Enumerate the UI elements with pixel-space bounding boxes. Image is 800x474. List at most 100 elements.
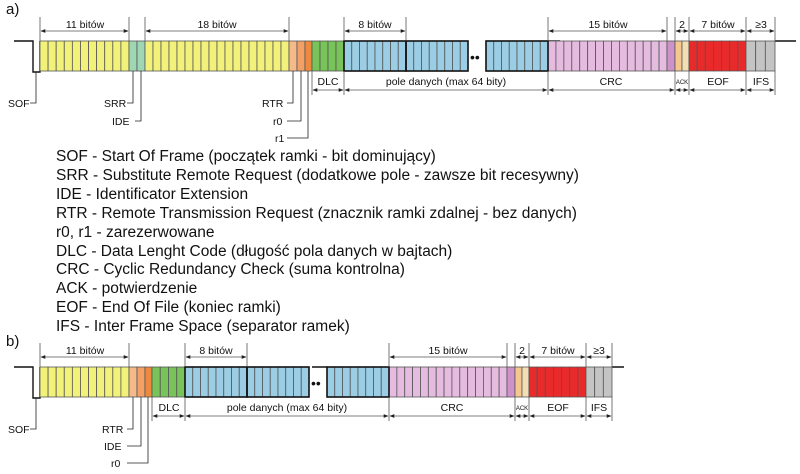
panel-a-top-label-ack: 2 — [679, 19, 685, 31]
panel-a-crc-field — [547, 40, 668, 72]
panel-a-data-field — [343, 40, 549, 72]
panel-b-top-label-ifs: ≥3 — [593, 345, 605, 357]
panel-b-field-label-ack: ACK — [516, 406, 528, 412]
panel-b-top-label-ack: 2 — [519, 345, 525, 357]
panel-b-dlc-bit — [168, 366, 178, 398]
panel-a-crc-bit — [547, 40, 557, 72]
panel-b-eof-bit — [577, 366, 587, 398]
panel-a-identifier-bit — [55, 40, 65, 72]
panel-a-top-label-crc: 15 bitów — [588, 19, 628, 31]
panel-a-pointer-r1: r1 — [275, 133, 284, 145]
panel-a-data-byte-2-bit — [459, 40, 469, 72]
panel-a-data-byte-1-bit — [359, 40, 368, 72]
panel-a-dimensions-bottom — [311, 71, 776, 95]
panel-b-crc-bit — [412, 366, 421, 398]
panel-a-ext-identifier-bit — [240, 40, 250, 72]
panel-b-crc-bit — [451, 366, 461, 398]
panel-a-data-byte-2-bit — [428, 40, 438, 72]
panel-a-eof-bit — [688, 40, 698, 72]
panel-a-field-label-dlc: DLC — [317, 76, 338, 88]
panel-a-field-label-ifs: IFS — [753, 76, 769, 88]
panel-a-ext-identifier-bit — [224, 40, 234, 72]
panel-a-ext-identifier-bit — [280, 40, 290, 72]
panel-b-field-label-ifs: IFS — [591, 402, 607, 414]
panel-a-eof-bit — [721, 40, 731, 72]
panel-a-pointer-sof: SOF — [8, 98, 30, 110]
panel-b-data-byte-1-bit — [231, 366, 240, 398]
panel-a-data-byte-n-bit — [493, 40, 502, 72]
panel-a-ext-identifier-bit — [200, 40, 210, 72]
panel-b-crc-bit — [459, 366, 469, 398]
panel-a-data-byte-n-bit — [501, 40, 510, 72]
panel-b-data-byte-2-bit — [269, 366, 279, 398]
panel-a-ext-identifier-bit — [192, 40, 202, 72]
panel-b-pointer-r0: r0 — [111, 458, 120, 470]
panel-a-identifier-bit — [96, 40, 106, 72]
panel-a-rtr-bit — [288, 40, 298, 72]
panel-a-dlc-bit — [327, 40, 337, 72]
panel-a-ext-identifier-bit — [216, 40, 226, 72]
panel-a-data-byte-n-bit — [485, 40, 495, 72]
panel-a-identifier-bit — [88, 40, 98, 72]
panel-a-pointer-r0: r0 — [273, 116, 282, 128]
panel-a-data-byte-1-bit — [374, 40, 384, 72]
panel-a-ext-identifier-bit — [208, 40, 218, 72]
panel-a-label: a) — [6, 1, 19, 18]
panel-a-identifier-bit — [120, 40, 130, 72]
panel-a-data-byte-n-bit — [539, 40, 549, 72]
panel-b: b) •• — [6, 333, 624, 470]
panel-a: a) •• — [6, 1, 796, 145]
panel-a-eof-bit — [713, 40, 722, 72]
panel-b-crc-bit — [396, 366, 406, 398]
panel-b-identifier-bit — [104, 366, 114, 398]
panel-b-crc-bit — [467, 366, 476, 398]
legend-item-sof: SOF - Start Of Frame (początek ramki - b… — [56, 148, 436, 165]
panel-a-data-byte-2-bit — [444, 40, 453, 72]
panel-a-data-byte-n-bit — [524, 40, 533, 72]
panel-a-data-byte-2-bit — [405, 40, 415, 72]
panel-a-crc-bit — [650, 40, 660, 72]
panel-a-crc-bit — [555, 40, 565, 72]
panel-a-data-byte-2 — [405, 40, 469, 72]
panel-b-data-byte-2 — [246, 366, 310, 398]
panel-a-top-label-eof: 7 bitów — [701, 19, 735, 31]
panel-b-field-label-eof: EOF — [547, 402, 569, 414]
panel-b-ack-slot — [514, 366, 523, 398]
panel-b-pointer-rtr: RTR — [102, 424, 124, 436]
panel-a-identifier-bit — [80, 40, 89, 72]
panel-b-top-label-eof: 7 bitów — [541, 345, 575, 357]
panel-a-identifier-bit — [112, 40, 122, 72]
panel-a-ext-identifier-field — [144, 40, 290, 72]
panel-a-identifier-bit — [47, 40, 57, 72]
panel-b-eof-bit — [544, 366, 554, 398]
panel-a-data-byte-1-bit — [390, 40, 399, 72]
panel-a-pointers — [30, 71, 309, 139]
panel-b-eof-bit — [569, 366, 579, 398]
panel-a-crc-bit — [626, 40, 636, 72]
panel-b-data-byte-2-bit — [262, 366, 271, 398]
panel-b-identifier-bit — [71, 366, 81, 398]
panel-b-data-byte-1-bit — [238, 366, 248, 398]
panel-b-dots: •• — [311, 375, 321, 391]
panel-b-ifs-bit — [594, 366, 604, 398]
panel-b-data-byte-1-bit — [192, 366, 201, 398]
panel-b-data-byte-1-bit — [223, 366, 232, 398]
panel-b-data-byte-n — [326, 366, 390, 398]
panel-a-data-byte-1-bit — [382, 40, 391, 72]
panel-a-r0-bit — [304, 40, 313, 72]
panel-b-eof-field — [528, 366, 587, 398]
panel-b-dlc-bit — [176, 366, 186, 398]
panel-a-ext-identifier-bit — [264, 40, 274, 72]
panel-a-ack-slot — [674, 40, 683, 72]
legend-list: SOF - Start Of Frame (początek ramki - b… — [56, 148, 579, 337]
panel-b-pointer-ide: IDE — [104, 441, 122, 453]
panel-b-eof-bit — [553, 366, 562, 398]
panel-a-pointer-srr: SRR — [104, 98, 127, 110]
panel-b-field-label-dlc: DLC — [158, 402, 179, 414]
panel-a-crc-bit — [587, 40, 596, 72]
panel-b-dlc-field — [151, 366, 186, 398]
panel-a-ext-identifier-bit — [152, 40, 162, 72]
panel-a-ifs-bit — [745, 40, 757, 72]
panel-a-data-byte-1-bit — [366, 40, 376, 72]
panel-b-pointers — [30, 397, 149, 464]
